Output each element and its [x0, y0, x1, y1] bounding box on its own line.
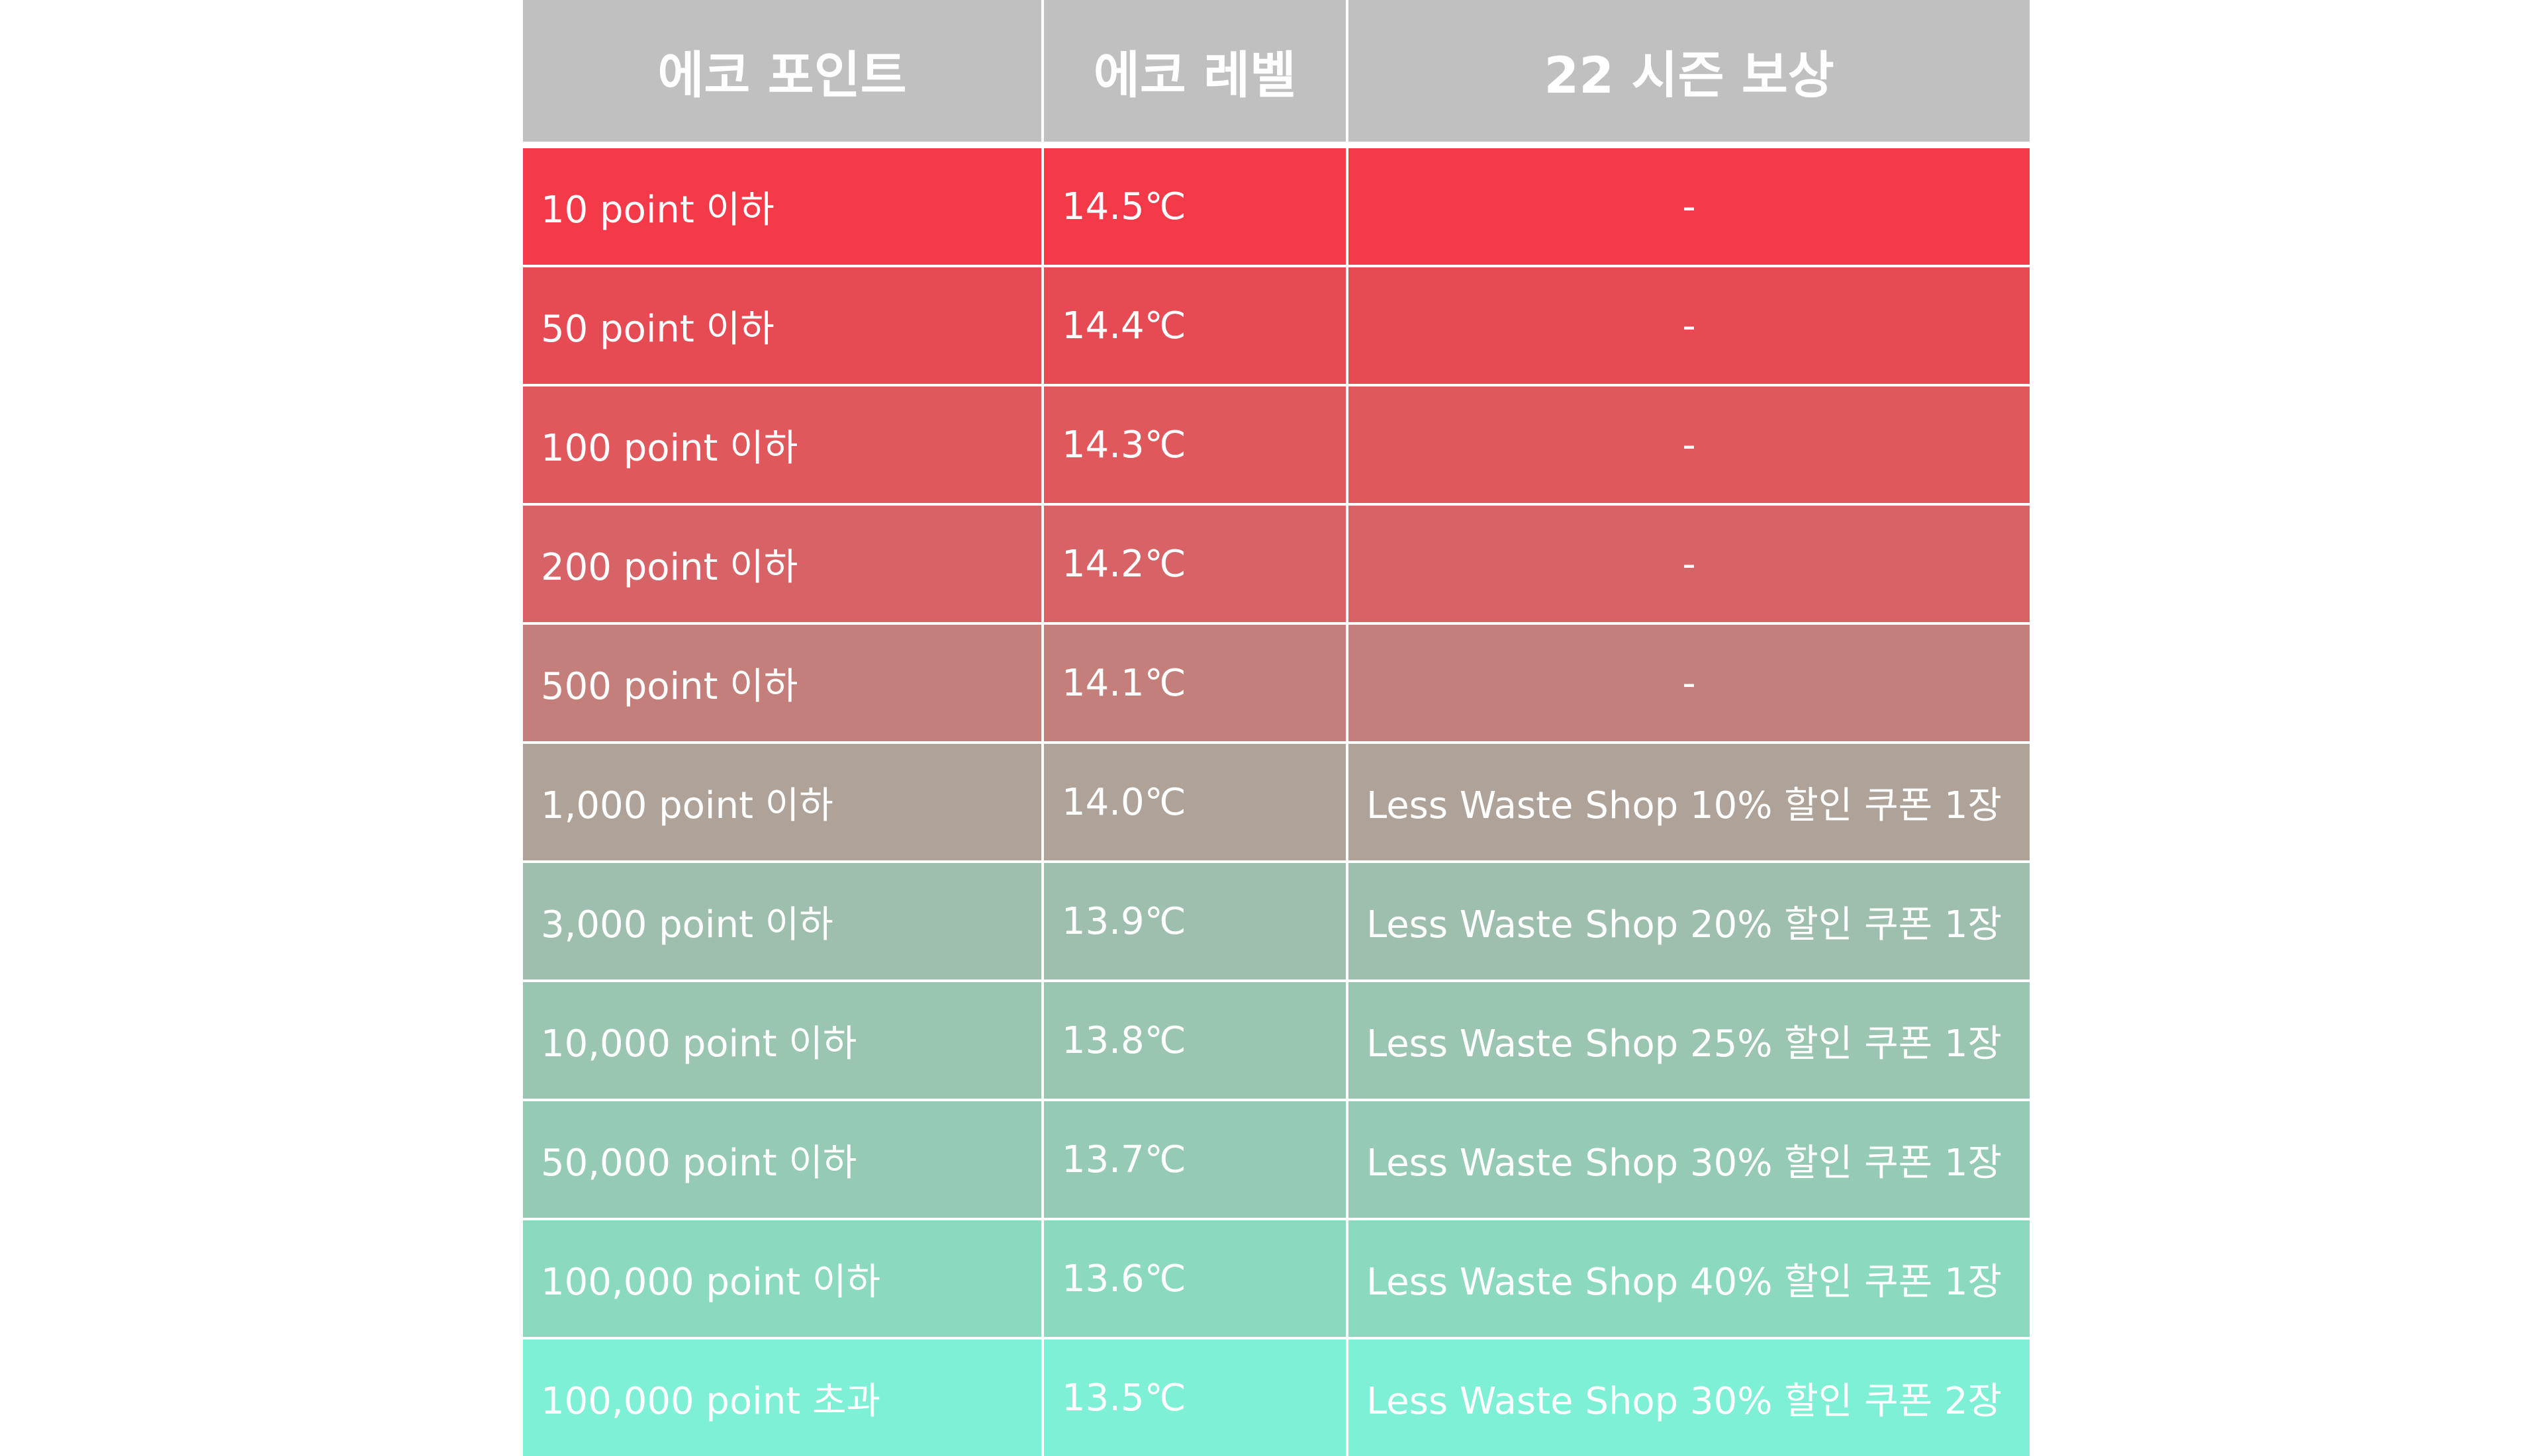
- table-body: 10 point 이하 14.5℃ -50 point 이하 14.4℃ -100 po…: [523, 145, 2030, 1456]
- cell-eco-level: 13.8℃: [1043, 981, 1348, 1101]
- eco-reward-table: 에코 포인트 에코 레벨 22 시즌 보상 10 point 이하 14.5℃ -5…: [523, 0, 2030, 1456]
- cell-season-reward: -: [1347, 623, 2030, 744]
- cell-eco-level: 13.6℃: [1043, 1219, 1348, 1340]
- table-header: 에코 포인트 에코 레벨 22 시즌 보상: [523, 0, 2030, 148]
- table-row: 500 point 이하 14.1℃ -: [523, 623, 2030, 744]
- table-row: 50,000 point 이하 13.7℃ Less Waste Shop 30% …: [523, 1100, 2030, 1220]
- cell-eco-point: 100,000 point 이하: [523, 1219, 1044, 1340]
- cell-season-reward: -: [1347, 266, 2030, 387]
- cell-eco-point: 100,000 point 초과: [523, 1338, 1044, 1456]
- table-row: 100 point 이하 14.3℃ -: [523, 385, 2030, 506]
- header-row: 에코 포인트 에코 레벨 22 시즌 보상: [523, 0, 2030, 148]
- cell-eco-level: 14.3℃: [1043, 385, 1348, 506]
- cell-eco-point: 50 point 이하: [523, 266, 1044, 387]
- cell-eco-point: 500 point 이하: [523, 623, 1044, 744]
- cell-eco-point: 3,000 point 이하: [523, 862, 1044, 982]
- table-row: 3,000 point 이하 13.9℃ Less Waste Shop 20% 할…: [523, 862, 2030, 982]
- cell-season-reward: Less Waste Shop 40% 할인 쿠폰 1장: [1347, 1219, 2030, 1340]
- table-row: 10,000 point 이하 13.8℃ Less Waste Shop 25% …: [523, 981, 2030, 1101]
- cell-eco-point: 50,000 point 이하: [523, 1100, 1044, 1220]
- cell-eco-point: 10,000 point 이하: [523, 981, 1044, 1101]
- table-row: 200 point 이하 14.2℃ -: [523, 504, 2030, 625]
- header-eco-point: 에코 포인트: [523, 0, 1044, 148]
- cell-eco-level: 14.4℃: [1043, 266, 1348, 387]
- cell-season-reward: -: [1347, 145, 2030, 267]
- cell-season-reward: -: [1347, 504, 2030, 625]
- cell-season-reward: -: [1347, 385, 2030, 506]
- cell-eco-level: 14.0℃: [1043, 743, 1348, 863]
- table-row: 10 point 이하 14.5℃ -: [523, 145, 2030, 267]
- cell-eco-point: 200 point 이하: [523, 504, 1044, 625]
- header-eco-level: 에코 레벨: [1043, 0, 1348, 148]
- cell-eco-level: 13.9℃: [1043, 862, 1348, 982]
- table-row: 1,000 point 이하 14.0℃ Less Waste Shop 10% 할…: [523, 743, 2030, 863]
- table-row: 100,000 point 이하 13.6℃ Less Waste Shop 40%…: [523, 1219, 2030, 1340]
- cell-eco-point: 10 point 이하: [523, 145, 1044, 267]
- cell-eco-level: 13.7℃: [1043, 1100, 1348, 1220]
- cell-eco-level: 14.5℃: [1043, 145, 1348, 267]
- cell-eco-point: 100 point 이하: [523, 385, 1044, 506]
- table-row: 50 point 이하 14.4℃ -: [523, 266, 2030, 387]
- cell-eco-level: 14.2℃: [1043, 504, 1348, 625]
- cell-season-reward: Less Waste Shop 10% 할인 쿠폰 1장: [1347, 743, 2030, 863]
- cell-season-reward: Less Waste Shop 25% 할인 쿠폰 1장: [1347, 981, 2030, 1101]
- cell-eco-point: 1,000 point 이하: [523, 743, 1044, 863]
- cell-season-reward: Less Waste Shop 30% 할인 쿠폰 1장: [1347, 1100, 2030, 1220]
- cell-season-reward: Less Waste Shop 20% 할인 쿠폰 1장: [1347, 862, 2030, 982]
- cell-season-reward: Less Waste Shop 30% 할인 쿠폰 2장: [1366, 1379, 2002, 1423]
- cell-eco-level: 13.5℃: [1043, 1338, 1348, 1456]
- cell-eco-level: 14.1℃: [1043, 623, 1348, 744]
- table-row: 100,000 point 초과 13.5℃ Less Waste Shop 30%…: [523, 1338, 2030, 1456]
- header-season-reward: 22 시즌 보상: [1347, 0, 2030, 148]
